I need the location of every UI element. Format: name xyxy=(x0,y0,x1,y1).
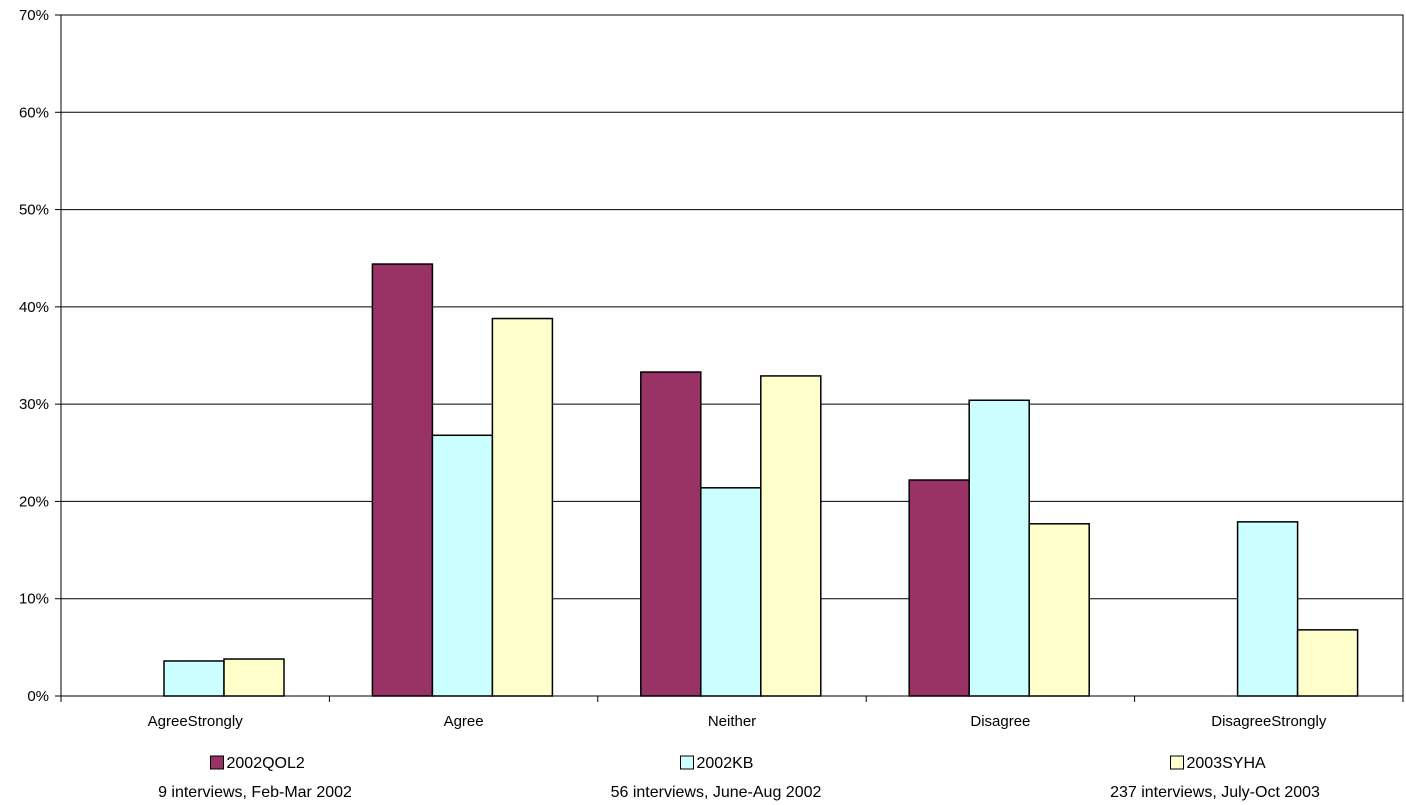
y-tick-label: 70% xyxy=(19,7,49,24)
bars xyxy=(163,263,1359,697)
bar-2002QOL2-Agree xyxy=(371,263,434,697)
legend-subtitle: 9 interviews, Feb-Mar 2002 xyxy=(158,784,352,801)
x-tick-label: Disagree xyxy=(970,713,1030,730)
y-tick-label: 0% xyxy=(27,688,49,705)
bar-2002QOL2-Neither xyxy=(640,371,702,697)
legend-subtitle: 237 interviews, July-Oct 2003 xyxy=(1110,784,1320,801)
legend-entry-2002KB: 2002KB 56 interviews, June-Aug 2002 xyxy=(611,755,822,801)
legend-swatch xyxy=(210,755,224,770)
legend-label: 2003SYHA xyxy=(1187,755,1266,772)
bar-2003SYHA-AgreeStrongly xyxy=(223,658,285,697)
y-tick-label: 50% xyxy=(19,202,49,219)
x-tick-label: DisagreeStrongly xyxy=(1211,713,1327,730)
bar-2003SYHA-Disagree xyxy=(1028,523,1090,697)
y-tick-label: 60% xyxy=(19,104,49,121)
bar-2002QOL2-Disagree xyxy=(908,479,970,697)
legend-label: 2002QOL2 xyxy=(227,755,305,772)
legend-swatch xyxy=(1170,755,1184,770)
legend-entry-2003SYHA: 2003SYHA 237 interviews, July-Oct 2003 xyxy=(1110,755,1320,801)
bar-2003SYHA-DisagreeStrongly xyxy=(1296,629,1359,697)
bar-2002KB-DisagreeStrongly xyxy=(1236,521,1299,697)
axes: 0% 10% 20% 30% 40% 50% 60% 70% AgreeStrongly Agre… xyxy=(19,7,1404,730)
legend-subtitle: 56 interviews, June-Aug 2002 xyxy=(611,784,822,801)
legend-swatch xyxy=(680,755,694,770)
x-tick-label: Agree xyxy=(444,713,484,730)
bar-2002KB-Agree xyxy=(431,434,494,697)
y-tick-label: 10% xyxy=(19,591,49,608)
y-tick-label: 30% xyxy=(19,396,49,413)
bar-2003SYHA-Agree xyxy=(491,317,554,697)
bar-2003SYHA-Neither xyxy=(760,375,822,697)
bar-2002KB-AgreeStrongly xyxy=(163,660,225,697)
bar-2002KB-Neither xyxy=(700,487,762,697)
x-tick-label: AgreeStrongly xyxy=(148,713,244,730)
legend-entry-2002QOL2: 2002QOL2 9 interviews, Feb-Mar 2002 xyxy=(158,755,352,801)
legend: 2002QOL2 9 interviews, Feb-Mar 2002 2002KB… xyxy=(158,755,1320,801)
y-tick-label: 40% xyxy=(19,299,49,316)
x-tick-label: Neither xyxy=(708,713,756,730)
y-tick-label: 20% xyxy=(19,493,49,510)
legend-label: 2002KB xyxy=(697,755,754,772)
bar-2002KB-Disagree xyxy=(968,399,1030,697)
